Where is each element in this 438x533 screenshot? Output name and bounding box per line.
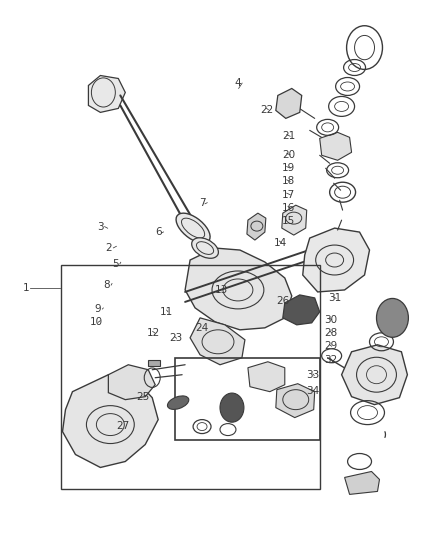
Polygon shape (342, 345, 407, 405)
Polygon shape (276, 384, 314, 417)
Ellipse shape (176, 213, 210, 243)
Text: 20: 20 (283, 150, 296, 160)
Text: 26: 26 (276, 296, 289, 306)
Text: 14: 14 (274, 238, 287, 247)
Text: 8: 8 (103, 280, 110, 290)
Text: 33: 33 (306, 370, 320, 381)
Polygon shape (320, 132, 352, 160)
Polygon shape (63, 375, 158, 467)
Text: 2: 2 (106, 243, 112, 253)
Text: 18: 18 (283, 176, 296, 187)
Text: 11: 11 (160, 306, 173, 317)
Text: 32: 32 (324, 354, 337, 365)
Polygon shape (283, 295, 320, 325)
Polygon shape (185, 248, 292, 330)
Text: 15: 15 (283, 216, 296, 227)
Text: 7: 7 (199, 198, 206, 208)
Bar (175, 358, 320, 440)
Ellipse shape (167, 396, 189, 409)
Bar (60, 265, 320, 489)
Text: 6: 6 (155, 227, 162, 237)
Polygon shape (88, 76, 125, 112)
Polygon shape (303, 228, 370, 292)
Polygon shape (345, 472, 379, 495)
Polygon shape (247, 213, 266, 240)
Polygon shape (190, 318, 245, 365)
Text: 17: 17 (283, 190, 296, 200)
Polygon shape (282, 205, 307, 235)
Text: 4: 4 (234, 78, 241, 88)
Polygon shape (276, 88, 302, 118)
Text: 24: 24 (195, 322, 208, 333)
Text: 23: 23 (169, 333, 182, 343)
Text: 5: 5 (112, 259, 119, 269)
Text: 34: 34 (306, 386, 320, 397)
Polygon shape (108, 365, 155, 400)
Text: 1: 1 (22, 283, 29, 293)
Bar (148, 360, 160, 366)
Text: 3: 3 (97, 222, 103, 232)
Polygon shape (248, 362, 285, 392)
Text: 30: 30 (324, 314, 337, 325)
Text: 16: 16 (283, 203, 296, 213)
Text: 29: 29 (324, 341, 337, 351)
Text: 27: 27 (117, 421, 130, 431)
Text: 22: 22 (261, 104, 274, 115)
Text: 10: 10 (90, 317, 103, 327)
Text: 21: 21 (283, 131, 296, 141)
Circle shape (377, 298, 408, 337)
Text: 31: 31 (328, 293, 341, 303)
Text: 25: 25 (136, 392, 149, 402)
Text: 12: 12 (147, 328, 160, 338)
Circle shape (220, 393, 244, 422)
Text: 28: 28 (324, 328, 337, 338)
Text: 9: 9 (95, 304, 101, 314)
Text: 13: 13 (215, 286, 228, 295)
Ellipse shape (192, 238, 219, 259)
Text: 19: 19 (283, 163, 296, 173)
